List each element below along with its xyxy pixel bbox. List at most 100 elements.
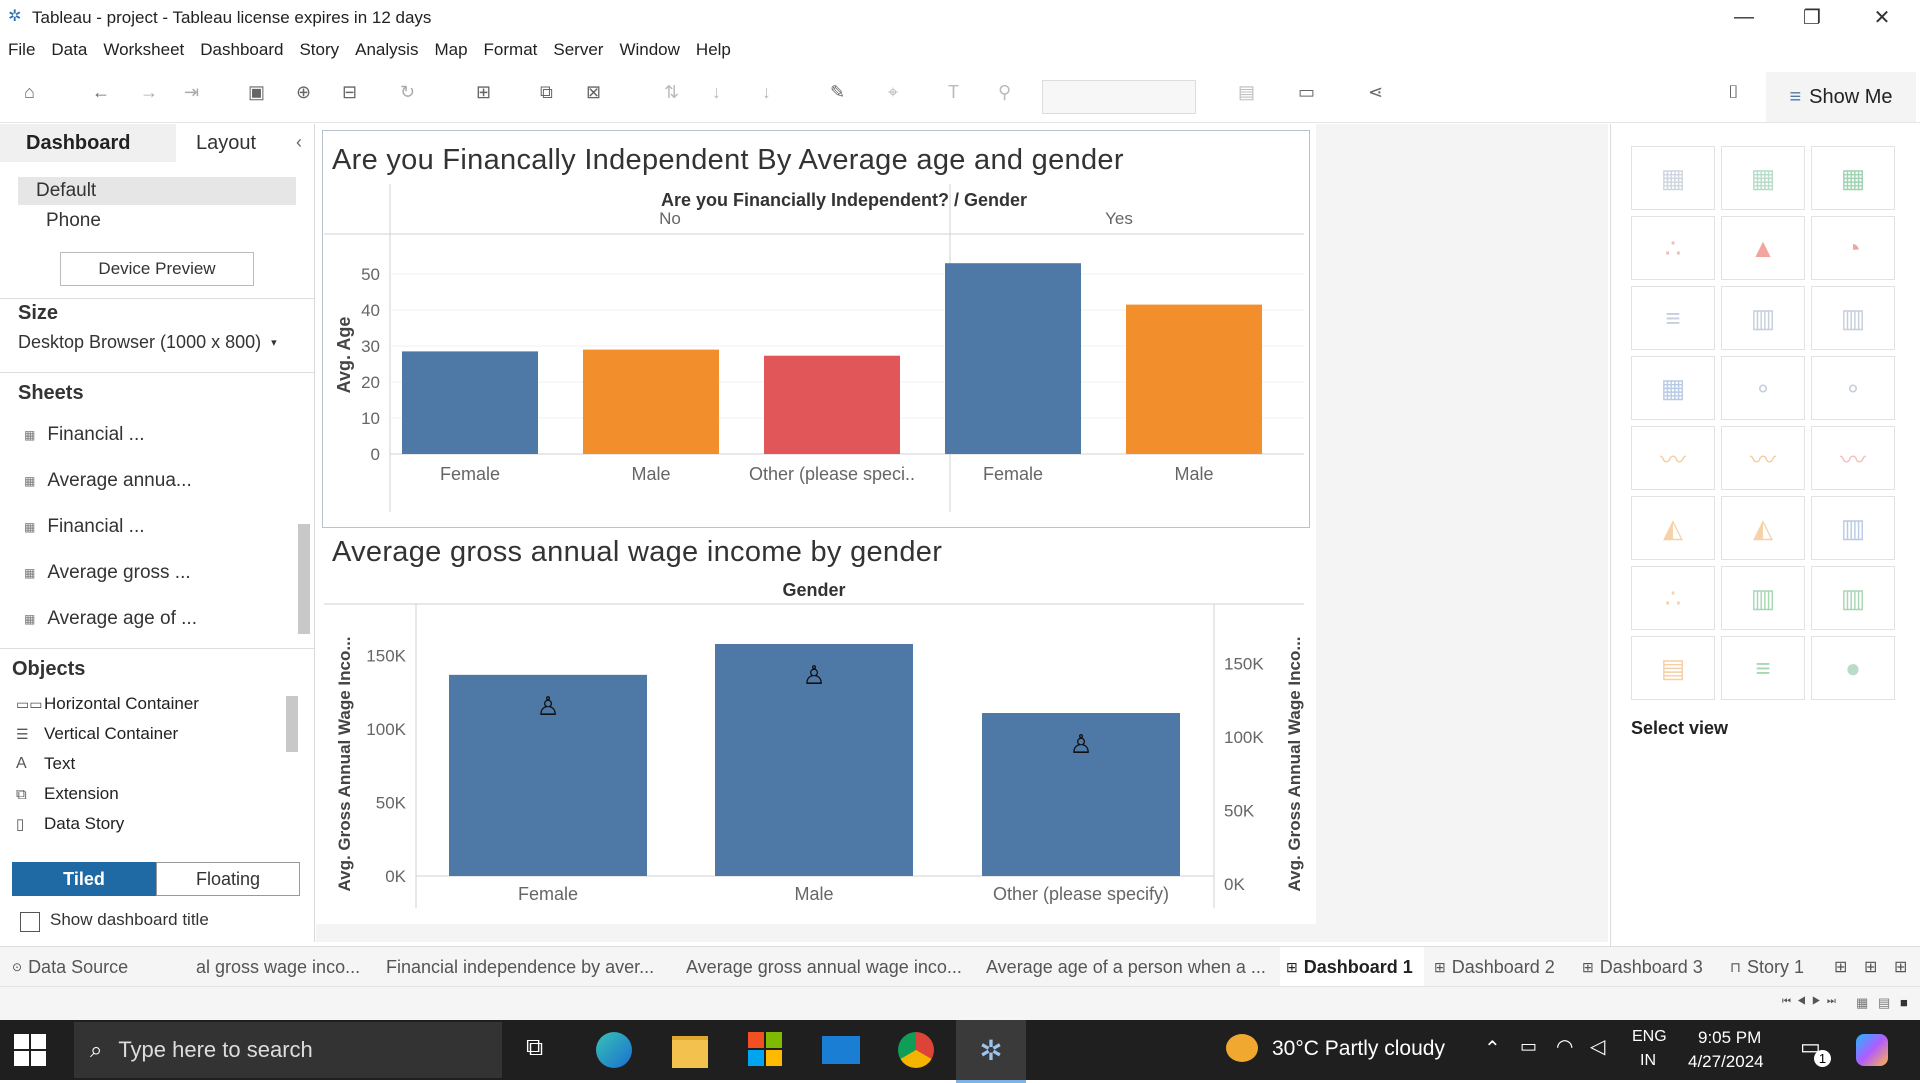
volume-icon[interactable]: ◁ — [1590, 1036, 1606, 1058]
device-preview-button[interactable]: Device Preview — [60, 252, 254, 286]
undo-icon[interactable]: ← — [92, 82, 110, 102]
show-cards-icon[interactable]: ▤ — [1238, 82, 1256, 102]
object-item[interactable]: ⧉ Extension — [16, 779, 286, 809]
sheet-item[interactable]: ▦ Average gross ... — [24, 550, 294, 596]
objects-scrollbar[interactable] — [286, 696, 298, 752]
gantt-chart-icon[interactable]: ▤ — [1631, 636, 1715, 700]
circle-views-icon[interactable]: ∘ — [1721, 356, 1805, 420]
tab-dashboard-3[interactable]: ⊞ Dashboard 3 — [1582, 947, 1718, 987]
dual-lines-icon[interactable]: 〰 — [1811, 426, 1895, 490]
tab-sheet[interactable]: Average gross annual wage inco... — [686, 947, 970, 987]
tab-layout[interactable]: Layout — [178, 124, 314, 162]
task-view-icon[interactable]: ⧉ — [526, 1034, 544, 1061]
device-default[interactable]: Default — [18, 177, 296, 205]
menu-format[interactable]: Format — [483, 40, 538, 59]
object-item[interactable]: ▯ Data Story — [16, 809, 286, 839]
redo-icon[interactable]: → — [140, 82, 158, 102]
chart1-svg[interactable]: Are you Financially Independent? / Gende… — [324, 184, 1310, 524]
lines-discrete-icon[interactable]: 〰 — [1721, 426, 1805, 490]
new-story-tab-icon[interactable]: ⊞ — [1894, 959, 1908, 976]
taskbar-search-box[interactable]: ⌕ Type here to search — [74, 1022, 502, 1078]
save-icon[interactable]: ▣ — [248, 82, 266, 102]
treemap-icon[interactable]: ▦ — [1631, 356, 1715, 420]
sort-descending-icon[interactable]: ↓ — [762, 82, 771, 102]
close-button[interactable]: ✕ — [1873, 6, 1891, 29]
duplicate-icon[interactable]: ⧉ — [540, 82, 553, 102]
home-icon[interactable]: ⌂ — [24, 82, 35, 102]
stacked-bars-icon[interactable]: ▥ — [1721, 286, 1805, 350]
highlight-table-icon[interactable]: ▦ — [1811, 146, 1895, 210]
side-by-side-bars-icon[interactable]: ▥ — [1811, 286, 1895, 350]
pie-chart-icon[interactable]: ◔ — [1811, 216, 1895, 280]
tab-nav-icons[interactable]: ⏮◀▶⏭ — [1782, 996, 1842, 1007]
menu-story[interactable]: Story — [299, 40, 340, 59]
fit-dropdown[interactable] — [1042, 80, 1196, 114]
tab-data-source[interactable]: ⊙ Data Source — [0, 947, 202, 987]
windows-start-icon[interactable] — [14, 1034, 46, 1066]
dual-combination-icon[interactable]: ▥ — [1811, 496, 1895, 560]
horizontal-bars-icon[interactable]: ≡ — [1631, 286, 1715, 350]
menu-server[interactable]: Server — [553, 40, 604, 59]
menu-window[interactable]: Window — [619, 40, 680, 59]
show-me-button[interactable]: ≡ Show Me — [1766, 72, 1916, 122]
chrome-icon[interactable] — [898, 1032, 934, 1068]
tab-view-icon[interactable]: ■ — [1900, 995, 1908, 1010]
clock-time[interactable]: 9:05 PM — [1698, 1028, 1762, 1047]
menu-dashboard[interactable]: Dashboard — [200, 40, 284, 59]
sheets-scrollbar[interactable] — [298, 524, 310, 634]
sheet-item[interactable]: ▦ Average age of ... — [24, 596, 294, 642]
menu-file[interactable]: File — [8, 40, 36, 59]
tab-dashboard-1[interactable]: ⊞ Dashboard 1 — [1280, 947, 1424, 987]
sheet-item[interactable]: ▦ Average annua... — [24, 458, 294, 504]
highlight-icon[interactable]: ✎ — [830, 82, 846, 102]
tiled-button[interactable]: Tiled — [12, 862, 156, 896]
file-explorer-icon[interactable] — [672, 1036, 708, 1068]
tab-sheet[interactable]: al gross wage inco... — [196, 947, 372, 987]
battery-icon[interactable]: ▭ — [1520, 1036, 1538, 1056]
symbol-map-icon[interactable]: ∴ — [1631, 216, 1715, 280]
wifi-icon[interactable]: ◠ — [1556, 1036, 1574, 1058]
menu-worksheet[interactable]: Worksheet — [103, 40, 185, 59]
menu-analysis[interactable]: Analysis — [355, 40, 419, 59]
object-item[interactable]: ☰ Vertical Container — [16, 719, 286, 749]
labels-icon[interactable]: T — [948, 82, 959, 102]
chart1-container[interactable] — [322, 130, 1310, 528]
share-icon[interactable]: ⋖ — [1368, 82, 1384, 102]
presentation-icon[interactable]: ▭ — [1298, 82, 1316, 102]
tableau-taskbar-icon[interactable]: ✲ — [956, 1020, 1026, 1083]
language-region[interactable]: IN — [1640, 1052, 1656, 1069]
scatter-plot-icon[interactable]: ∴ — [1631, 566, 1715, 630]
menu-help[interactable]: Help — [695, 40, 731, 59]
minimize-button[interactable]: — — [1734, 5, 1754, 28]
show-title-checkbox[interactable] — [20, 912, 40, 932]
restore-button[interactable]: ❐ — [1803, 6, 1821, 29]
replay-icon[interactable]: ⇥ — [184, 82, 200, 102]
object-item[interactable]: ▭▭ Horizontal Container — [16, 689, 286, 719]
side-by-side-circles-icon[interactable]: ∘ — [1811, 356, 1895, 420]
tab-sheet[interactable]: Financial independence by aver... — [386, 947, 670, 987]
lines-continuous-icon[interactable]: 〰 — [1631, 426, 1715, 490]
edge-icon[interactable] — [596, 1032, 632, 1068]
format-painter-icon[interactable]: ⌷ — [1728, 82, 1739, 102]
tab-dashboard[interactable]: Dashboard — [0, 124, 176, 162]
weather-text[interactable]: 30°C Partly cloudy — [1272, 1037, 1445, 1060]
size-dropdown[interactable]: Desktop Browser (1000 x 800) ▾ — [18, 332, 277, 354]
text-table-icon[interactable]: ▦ — [1631, 146, 1715, 210]
floating-button[interactable]: Floating — [156, 862, 300, 896]
microsoft-store-icon[interactable] — [748, 1032, 782, 1066]
refresh-icon[interactable]: ↻ — [400, 82, 416, 102]
tab-sheet[interactable]: Average age of a person when a ... — [986, 947, 1270, 987]
heat-map-icon[interactable]: ▦ — [1721, 146, 1805, 210]
clock-date[interactable]: 4/27/2024 — [1688, 1052, 1764, 1071]
packed-bubbles-icon[interactable]: ● — [1811, 636, 1895, 700]
object-item[interactable]: A Text — [16, 749, 286, 779]
histogram-icon[interactable]: ▥ — [1721, 566, 1805, 630]
new-worksheet-icon[interactable]: ⊞ — [476, 82, 492, 102]
pin-icon[interactable]: ⚲ — [998, 82, 1012, 102]
collapse-pane-icon[interactable]: ‹ — [296, 132, 302, 152]
mail-icon[interactable] — [822, 1036, 860, 1064]
new-dashboard-tab-icon[interactable]: ⊞ — [1864, 959, 1878, 976]
copilot-icon[interactable] — [1856, 1034, 1888, 1066]
language-code[interactable]: ENG — [1632, 1028, 1667, 1045]
new-data-source-icon[interactable]: ⊕ — [296, 82, 312, 102]
